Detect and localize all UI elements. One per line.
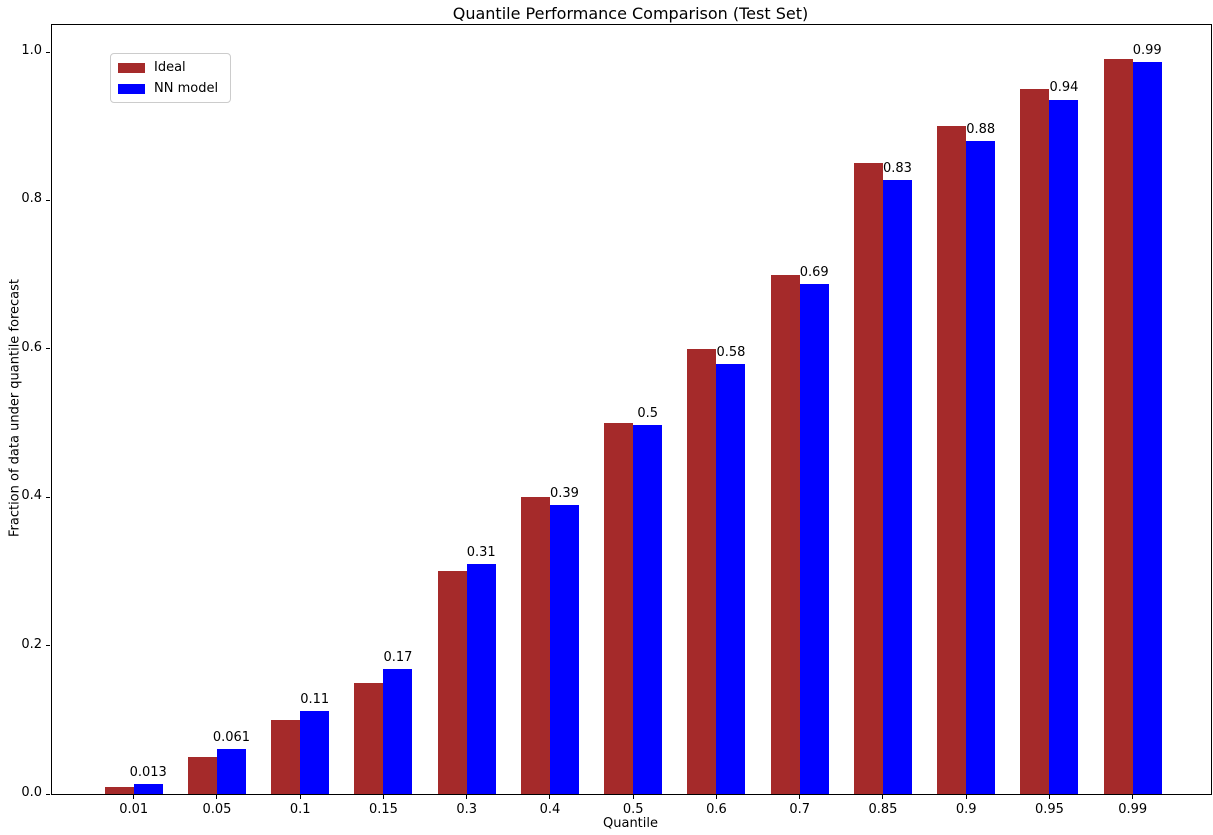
bar-nn-model [1049, 99, 1079, 794]
legend-label-ideal: Ideal [154, 60, 186, 75]
bar-nn-model [633, 425, 663, 794]
y-tick-mark [46, 793, 50, 795]
bar-value-label: 0.94 [1049, 80, 1079, 96]
legend: Ideal NN model [110, 53, 232, 103]
x-tick-label: 0.6 [706, 802, 727, 817]
x-tick-mark [882, 795, 884, 799]
x-tick-mark [965, 795, 967, 799]
y-tick-label: 0.4 [21, 488, 42, 504]
x-tick-mark [466, 795, 468, 799]
bar-value-label: 0.99 [1132, 42, 1162, 58]
bar-nn-model [966, 141, 996, 794]
bar-ideal [604, 423, 634, 794]
x-tick-label: 0.5 [622, 802, 644, 817]
x-tick-label: 0.4 [539, 802, 561, 817]
bar-ideal [271, 719, 301, 794]
bar-nn-model [383, 669, 413, 794]
y-tick-label: 0.2 [21, 636, 42, 652]
x-tick-label: 0.9 [955, 802, 977, 817]
plot-inner: 0.0 0.2 0.4 0.6 0.8 1.0 0.01 0.05 0.1 0.15 0.3 0.4 0… [21, 25, 1211, 817]
x-tick-mark [299, 795, 301, 799]
x-tick-mark [382, 795, 384, 799]
bar-value-label: 0.013 [129, 765, 167, 781]
x-tick-mark [216, 795, 218, 799]
bar-value-label: 0.88 [966, 122, 996, 138]
y-tick-label: 0.6 [21, 339, 42, 355]
x-tick-mark [632, 795, 634, 799]
x-tick-label: 0.05 [202, 802, 232, 817]
bar-ideal [1103, 59, 1133, 794]
bar-ideal [520, 497, 550, 794]
x-tick-mark [799, 795, 801, 799]
bar-nn-model [882, 179, 912, 794]
x-tick-label: 0.1 [289, 802, 311, 817]
bar-value-label: 0.061 [212, 729, 251, 745]
bar-value-label: 0.58 [716, 344, 746, 360]
x-tick-label: 0.15 [368, 802, 398, 817]
bar-ideal [687, 348, 717, 794]
bar-nn-model [799, 283, 829, 794]
x-tick-label: 0.85 [868, 802, 898, 817]
bar-value-label: 0.17 [383, 650, 413, 666]
bar-value-label: 0.5 [637, 406, 659, 422]
bar-nn-model [133, 784, 163, 794]
x-tick-mark [715, 795, 717, 799]
bar-value-label: 0.31 [466, 544, 496, 560]
bar-ideal [853, 163, 883, 794]
bar-ideal [770, 274, 800, 794]
y-tick-mark [46, 51, 50, 53]
bar-nn-model [549, 504, 579, 794]
legend-swatch-nn-model [118, 83, 145, 94]
bar-value-label: 0.11 [300, 691, 330, 707]
x-tick-label: 0.01 [119, 802, 149, 817]
bar-ideal [354, 682, 384, 794]
x-tick-mark [133, 795, 135, 799]
x-tick-label: 0.95 [1034, 802, 1064, 817]
y-tick-label: 0.8 [21, 191, 42, 207]
bar-ideal [437, 571, 467, 794]
bar-value-label: 0.83 [882, 160, 912, 176]
x-tick-mark [1048, 795, 1050, 799]
legend-swatch-ideal [118, 62, 145, 73]
bar-ideal [104, 786, 134, 794]
x-axis-label: Quantile [603, 816, 658, 831]
bar-value-label: 0.69 [799, 264, 829, 280]
legend-item-nn-model: NN model [118, 81, 218, 96]
x-tick-mark [1132, 795, 1134, 799]
bar-nn-model [216, 748, 246, 794]
y-tick-mark [46, 496, 50, 498]
x-tick-label: 0.3 [456, 802, 478, 817]
bar-ideal [187, 756, 217, 794]
y-tick-label: 0.0 [21, 785, 42, 800]
chart-title: Quantile Performance Comparison (Test Se… [452, 4, 809, 23]
bar-nn-model [1132, 61, 1162, 794]
bar-nn-model [716, 363, 746, 794]
y-tick-mark [46, 199, 50, 201]
bar-ideal [937, 126, 967, 794]
x-tick-mark [549, 795, 551, 799]
bar-nn-model [466, 563, 496, 794]
bar-nn-model [300, 710, 330, 794]
y-tick-mark [46, 348, 50, 350]
plot-area: 0.0 0.2 0.4 0.6 0.8 1.0 0.01 0.05 0.1 0.15 0.3 0.4 0… [21, 24, 1212, 817]
x-tick-label: 0.99 [1118, 802, 1148, 817]
bar-value-label: 0.39 [549, 485, 579, 501]
bar-ideal [1020, 89, 1050, 794]
x-tick-label: 0.7 [789, 802, 811, 817]
legend-item-ideal: Ideal [118, 60, 218, 75]
legend-label-nn-model: NN model [154, 81, 219, 96]
y-tick-mark [46, 645, 50, 647]
y-tick-label: 1.0 [21, 43, 42, 58]
